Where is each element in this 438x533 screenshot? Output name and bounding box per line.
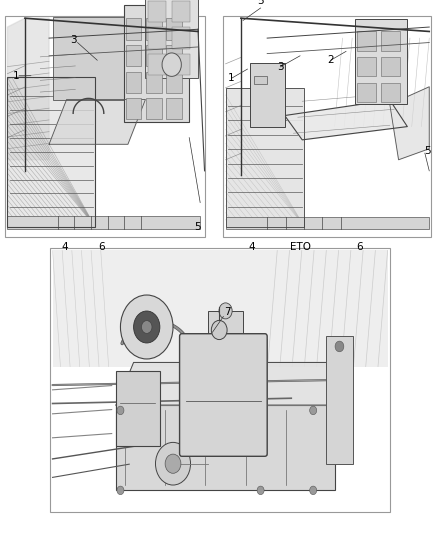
Circle shape: [219, 303, 232, 319]
Bar: [326, 336, 353, 464]
Polygon shape: [49, 100, 145, 144]
Bar: [126, 98, 141, 119]
Bar: [148, 27, 166, 49]
Text: 5: 5: [424, 147, 431, 156]
Bar: [146, 71, 162, 93]
Circle shape: [162, 53, 181, 76]
Text: 1: 1: [13, 71, 20, 81]
Bar: [357, 57, 376, 76]
Bar: [116, 371, 160, 446]
Text: 3: 3: [277, 62, 284, 72]
Circle shape: [120, 295, 173, 359]
Circle shape: [117, 406, 124, 415]
FancyBboxPatch shape: [180, 334, 267, 456]
Text: 5: 5: [257, 0, 264, 6]
Bar: [148, 1, 166, 22]
Bar: [126, 71, 141, 93]
Text: 6: 6: [98, 242, 105, 252]
Bar: [126, 18, 141, 39]
Bar: [166, 45, 182, 66]
Circle shape: [257, 486, 264, 495]
Text: 3: 3: [70, 35, 77, 45]
Text: 2: 2: [327, 55, 334, 65]
Polygon shape: [285, 100, 407, 140]
Polygon shape: [116, 362, 353, 405]
Bar: [146, 18, 162, 39]
Text: ETO: ETO: [290, 242, 311, 252]
Bar: [226, 88, 304, 227]
Text: 4: 4: [61, 242, 68, 252]
Bar: [7, 77, 95, 227]
Bar: [357, 83, 376, 102]
Circle shape: [134, 311, 160, 343]
Bar: [381, 83, 400, 102]
Circle shape: [141, 321, 152, 334]
Bar: [208, 311, 243, 340]
Text: 5: 5: [194, 222, 201, 232]
Bar: [166, 98, 182, 119]
Bar: [265, 339, 268, 456]
Bar: [124, 5, 189, 122]
Circle shape: [310, 406, 317, 415]
Text: 6: 6: [356, 242, 363, 252]
Polygon shape: [390, 87, 429, 160]
Bar: [7, 77, 95, 227]
Bar: [355, 19, 407, 104]
Circle shape: [310, 486, 317, 495]
Bar: [53, 251, 388, 367]
Polygon shape: [7, 18, 49, 160]
Bar: [172, 54, 190, 75]
Bar: [148, 54, 166, 75]
Bar: [357, 31, 376, 51]
Bar: [50, 248, 390, 512]
Text: 1: 1: [228, 73, 235, 83]
Bar: [172, 1, 190, 22]
Bar: [172, 27, 190, 49]
Bar: [381, 57, 400, 76]
Bar: [7, 216, 200, 229]
Circle shape: [335, 341, 344, 352]
Circle shape: [165, 454, 181, 473]
Bar: [250, 63, 285, 126]
Bar: [226, 217, 429, 229]
Bar: [166, 71, 182, 93]
Bar: [254, 76, 267, 84]
Circle shape: [211, 320, 227, 340]
Bar: [145, 0, 198, 78]
Text: 7: 7: [224, 308, 231, 318]
Bar: [53, 18, 128, 100]
Circle shape: [117, 486, 124, 495]
Bar: [126, 45, 141, 66]
Bar: [146, 45, 162, 66]
Bar: [5, 16, 205, 237]
Bar: [116, 405, 335, 490]
Bar: [146, 98, 162, 119]
Bar: [381, 31, 400, 51]
Bar: [226, 88, 304, 227]
Text: 4: 4: [248, 242, 255, 252]
Bar: [223, 16, 431, 237]
Circle shape: [155, 442, 191, 485]
Bar: [166, 18, 182, 39]
